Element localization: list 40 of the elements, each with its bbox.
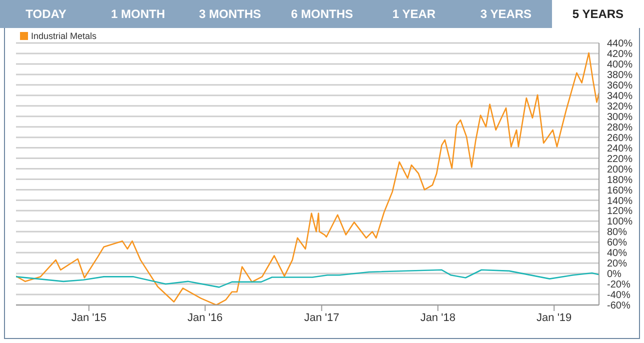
text: 1 MONTH: [110, 6, 166, 23]
text: TODAY: [24, 6, 68, 23]
y-tick-label: 100%: [607, 216, 633, 228]
y-tick-label: 320%: [607, 101, 633, 112]
text: 5 YEARS: [552, 0, 644, 28]
y-tick-label: 20%: [607, 258, 628, 270]
y-tick-label: 140%: [607, 196, 633, 207]
x-tick-label: Jan '16: [188, 312, 223, 324]
x-tick-label: Jan '15: [71, 312, 106, 324]
y-tick-label: 360%: [607, 80, 633, 92]
y-tick-label: 0%: [607, 269, 622, 280]
y-tick-label: 40%: [607, 248, 628, 260]
y-tick-label: 380%: [607, 70, 633, 81]
y-tick-label: 300%: [607, 112, 633, 123]
y-tick-label: 220%: [607, 154, 633, 165]
y-tick-label: 240%: [607, 143, 633, 154]
y-tick-label: 420%: [607, 49, 633, 60]
x-tick-label: Jan '18: [420, 312, 456, 324]
text: 1 YEAR: [391, 6, 437, 23]
y-tick-label: 60%: [607, 238, 628, 249]
x-tick-label: Jan '19: [536, 312, 572, 324]
y-tick-label: 120%: [607, 206, 633, 218]
y-tick-label: 400%: [607, 60, 633, 71]
y-tick-label: 440%: [607, 38, 633, 50]
y-tick-label: 200%: [607, 164, 633, 176]
text: 3 YEARS: [479, 6, 533, 23]
text: 3 MONTHS: [198, 6, 262, 23]
y-tick-label: 180%: [607, 174, 633, 186]
y-tick-label: 160%: [607, 185, 633, 196]
y-tick-label: -60%: [607, 300, 630, 312]
y-tick-label: 340%: [607, 90, 633, 102]
text: 6 MONTHS: [290, 6, 354, 23]
y-tick-label: -20%: [607, 280, 630, 291]
line-series: [16, 269, 599, 288]
y-tick-label: 280%: [607, 122, 633, 134]
y-tick-label: 80%: [607, 227, 628, 238]
y-tick-label: -40%: [607, 290, 630, 302]
x-tick-label: Jan '17: [304, 312, 340, 324]
legend-label: Industrial Metals: [30, 31, 97, 41]
y-tick-label: 260%: [607, 132, 633, 144]
